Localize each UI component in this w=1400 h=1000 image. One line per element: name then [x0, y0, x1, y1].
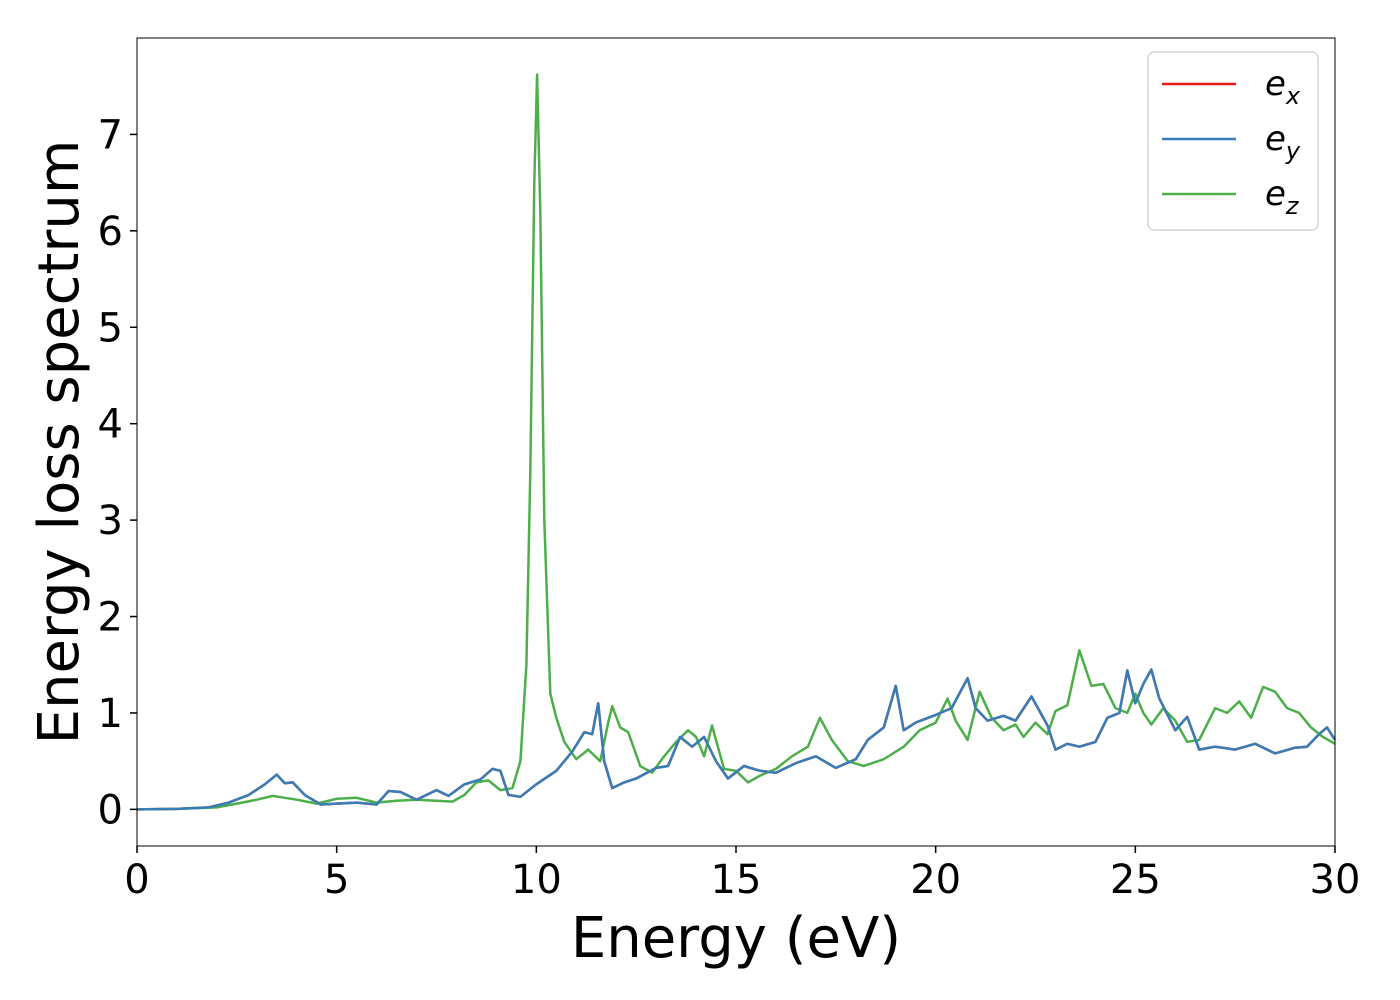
y-tick-label: 0	[98, 787, 123, 833]
y-axis-label: Energy loss spectrum	[27, 140, 92, 745]
x-tick-label: 20	[910, 857, 961, 903]
x-tick-label: 15	[711, 857, 762, 903]
y-axis-ticks: 0 1 2 3 4 5 6 7	[98, 112, 137, 833]
legend-label-y: ey	[1265, 119, 1301, 165]
x-tick-label: 25	[1110, 857, 1161, 903]
legend-box	[1147, 51, 1319, 231]
legend-label-base: e	[1265, 174, 1286, 214]
legend-label-x: ex	[1265, 64, 1301, 110]
x-tick-label: 0	[124, 857, 149, 903]
y-tick-label: 5	[98, 305, 123, 351]
x-tick-label: 10	[511, 857, 562, 903]
legend-label-subscript: x	[1285, 82, 1301, 110]
y-tick-label: 1	[98, 691, 123, 737]
y-tick-label: 2	[98, 595, 123, 641]
y-tick-label: 4	[98, 402, 123, 448]
x-axis-label: Energy (eV)	[571, 906, 901, 971]
legend-label-subscript: z	[1285, 192, 1300, 220]
x-tick-label: 30	[1310, 857, 1361, 903]
x-axis-ticks: 0 5 10 15 20 25 30	[124, 846, 1360, 903]
y-tick-label: 7	[98, 112, 123, 158]
x-tick-label: 5	[324, 857, 349, 903]
series-layer	[136, 73, 1337, 811]
y-tick-label: 6	[98, 209, 123, 255]
y-tick-label: 3	[98, 498, 123, 544]
legend-label-z: ez	[1265, 174, 1300, 220]
legend-label-subscript: y	[1285, 137, 1301, 165]
series-line-y	[136, 668, 1337, 811]
legend-label-base: e	[1265, 119, 1286, 159]
legend-label-base: e	[1265, 64, 1286, 104]
series-line-z	[136, 73, 1336, 811]
